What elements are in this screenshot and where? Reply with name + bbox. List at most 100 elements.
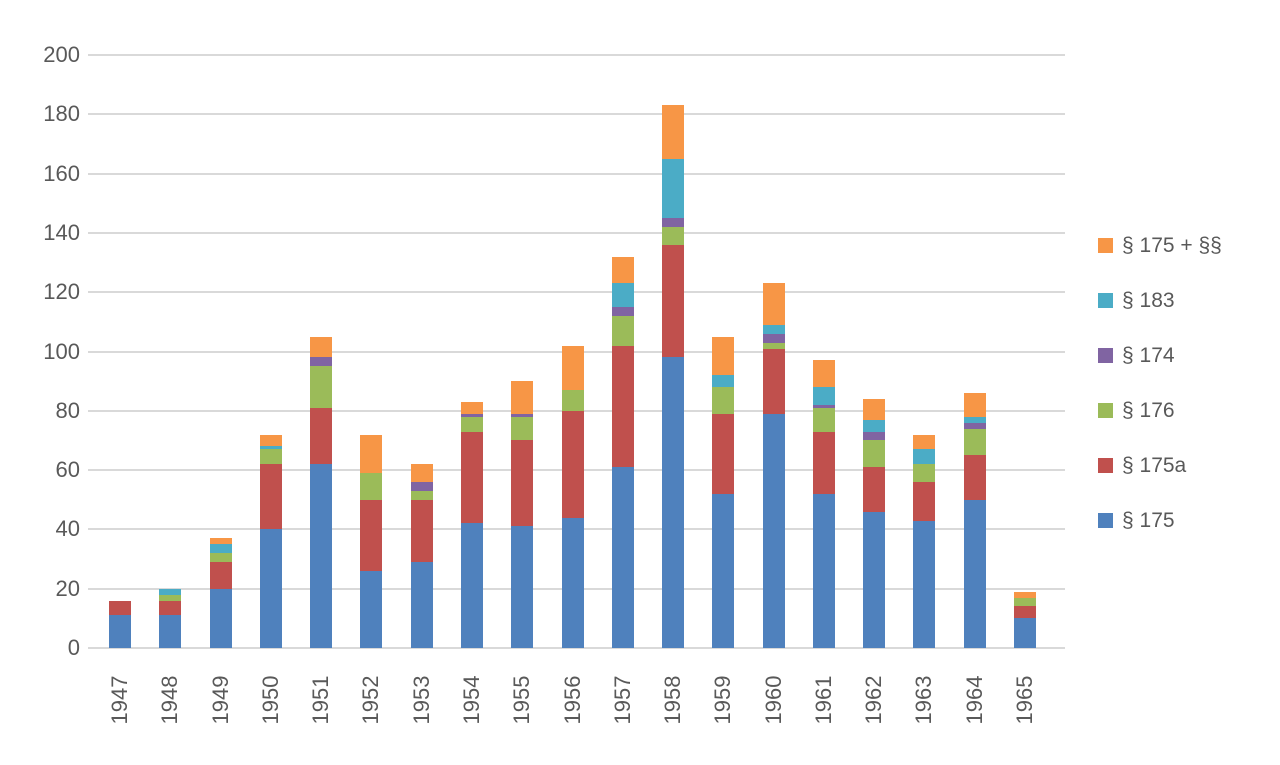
x-tick-label: 1957 <box>609 675 635 725</box>
legend-swatch-icon <box>1098 293 1113 308</box>
bar-segment-1953-§ 176 <box>410 490 433 500</box>
bar-segment-1954-§ 174 <box>460 413 483 417</box>
x-tick-label: 1955 <box>509 675 535 725</box>
bar-segment-1962-§ 174 <box>863 431 886 441</box>
bar-segment-1963-§ 175 <box>913 520 936 648</box>
bar-segment-1965-§ 176 <box>1013 597 1036 607</box>
bar-group-1961 <box>812 360 835 648</box>
bar-segment-1955-§ 175 <box>511 526 534 648</box>
bar-segment-1958-§ 175 <box>662 357 685 648</box>
bar-segment-1961-§ 175 <box>812 493 835 648</box>
bar-segment-1949-§ 175 + §§ <box>209 538 232 545</box>
x-tick-label: 1962 <box>861 675 887 725</box>
y-tick-label: 0 <box>67 635 80 660</box>
bar-segment-1954-§ 175 + §§ <box>460 401 483 414</box>
bar-segment-1954-§ 175a <box>460 431 483 524</box>
x-tick-label: 1953 <box>408 675 434 725</box>
bar-segment-1964-§ 183 <box>963 416 986 423</box>
legend: § 175 + §§ § 183 § 174 § 176 § 175a § 175 <box>1098 218 1222 548</box>
bar-segment-1957-§ 183 <box>611 283 634 308</box>
bar-group-1965 <box>1013 591 1036 648</box>
x-tick-label: 1965 <box>1011 675 1037 725</box>
bar-group-1958 <box>662 105 685 648</box>
bar-segment-1963-§ 175 + §§ <box>913 434 936 450</box>
bar-segment-1955-§ 175a <box>511 440 534 527</box>
bar-segment-1960-§ 175 + §§ <box>762 283 785 325</box>
legend-item: § 175a <box>1098 438 1222 493</box>
bar-segment-1951-§ 174 <box>310 357 333 367</box>
bar-segment-1958-§ 175a <box>662 244 685 358</box>
bar-segment-1952-§ 175a <box>360 499 383 571</box>
bar-segment-1948-§ 175 <box>159 615 182 648</box>
legend-swatch-icon <box>1098 238 1113 253</box>
bar-group-1948 <box>159 588 182 648</box>
bar-segment-1955-§ 176 <box>511 416 534 441</box>
bar-segment-1965-§ 175 + §§ <box>1013 591 1036 598</box>
bar-segment-1964-§ 175 + §§ <box>963 393 986 417</box>
y-tick-label: 120 <box>43 279 80 305</box>
gridline <box>88 113 1065 116</box>
bar-segment-1949-§ 183 <box>209 544 232 554</box>
legend-label: § 176 <box>1122 398 1175 422</box>
bar-segment-1958-§ 183 <box>662 158 685 219</box>
bar-group-1962 <box>863 398 886 648</box>
bar-group-1956 <box>561 345 584 648</box>
bar-segment-1958-§ 175 + §§ <box>662 105 685 159</box>
bar-segment-1958-§ 176 <box>662 226 685 245</box>
bar-segment-1960-§ 174 <box>762 333 785 343</box>
x-tick-label: 1948 <box>157 675 183 725</box>
bar-segment-1954-§ 176 <box>460 416 483 432</box>
bar-segment-1964-§ 175 <box>963 499 986 648</box>
bar-segment-1957-§ 175 + §§ <box>611 256 634 284</box>
bar-segment-1950-§ 183 <box>259 446 282 450</box>
y-tick-label: 80 <box>55 397 80 423</box>
bar-segment-1951-§ 175 + §§ <box>310 336 333 358</box>
bar-segment-1953-§ 175 + §§ <box>410 464 433 482</box>
bar-segment-1963-§ 175a <box>913 481 936 521</box>
bar-segment-1947-§ 175a <box>109 600 132 616</box>
gridline <box>88 647 1065 649</box>
x-tick-label: 1949 <box>207 675 233 725</box>
y-tick-label: 160 <box>43 160 80 186</box>
bar-segment-1957-§ 176 <box>611 315 634 346</box>
bar-group-1950 <box>259 434 282 648</box>
bar-segment-1955-§ 175 + §§ <box>511 381 534 414</box>
bar-segment-1960-§ 175a <box>762 348 785 414</box>
bar-segment-1954-§ 175 <box>460 523 483 648</box>
gridline <box>88 172 1065 175</box>
bar-group-1953 <box>410 464 433 648</box>
legend-swatch-icon <box>1098 513 1113 528</box>
y-tick-label: 40 <box>55 516 80 542</box>
bar-segment-1963-§ 176 <box>913 464 936 482</box>
bar-segment-1962-§ 175 + §§ <box>863 398 886 420</box>
bar-segment-1965-§ 175a <box>1013 606 1036 619</box>
legend-label: § 183 <box>1122 288 1175 312</box>
bar-segment-1956-§ 175 + §§ <box>561 345 584 391</box>
bar-segment-1956-§ 176 <box>561 390 584 411</box>
bar-segment-1956-§ 175 <box>561 517 584 648</box>
bar-segment-1947-§ 175 <box>109 615 132 648</box>
legend-swatch-icon <box>1098 403 1113 418</box>
bar-segment-1960-§ 183 <box>762 324 785 334</box>
y-tick-label: 180 <box>43 101 80 127</box>
bar-group-1954 <box>460 401 483 648</box>
bar-segment-1961-§ 175a <box>812 431 835 494</box>
x-tick-label: 1956 <box>559 675 585 725</box>
bar-segment-1959-§ 175 <box>712 493 735 648</box>
legend-item: § 174 <box>1098 328 1222 383</box>
bar-segment-1962-§ 176 <box>863 440 886 468</box>
gridline <box>88 291 1065 294</box>
legend-label: § 175a <box>1122 453 1187 477</box>
x-tick-label: 1950 <box>257 675 283 725</box>
bar-segment-1960-§ 176 <box>762 342 785 349</box>
bar-group-1949 <box>209 538 232 648</box>
bar-segment-1959-§ 176 <box>712 387 735 414</box>
legend-item: § 183 <box>1098 273 1222 328</box>
x-tick-label: 1963 <box>911 675 937 725</box>
bar-segment-1949-§ 175a <box>209 562 232 589</box>
legend-item: § 176 <box>1098 383 1222 438</box>
y-tick-label: 200 <box>43 42 80 67</box>
bar-group-1951 <box>310 336 333 648</box>
y-tick-label: 100 <box>43 338 80 364</box>
